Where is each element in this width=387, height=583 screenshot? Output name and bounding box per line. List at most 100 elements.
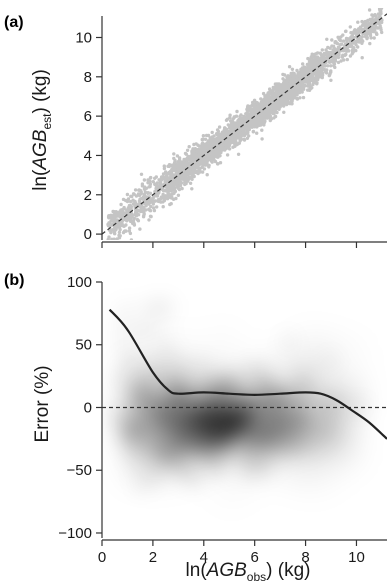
scatter-point bbox=[256, 107, 260, 112]
density-blob bbox=[144, 469, 161, 486]
density-blob bbox=[126, 391, 143, 408]
scatter-point bbox=[310, 73, 315, 78]
scatter-point bbox=[319, 59, 324, 63]
scatter-point bbox=[106, 243, 109, 246]
scatter-point bbox=[200, 170, 205, 174]
density-blob bbox=[297, 440, 325, 468]
scatter-point bbox=[131, 202, 136, 206]
density-blob bbox=[155, 351, 172, 368]
scatter-point bbox=[328, 59, 332, 63]
scatter-point bbox=[225, 127, 229, 132]
scatter-point bbox=[109, 230, 113, 235]
scatter-point bbox=[277, 82, 281, 86]
scatter-point bbox=[146, 178, 150, 182]
scatter-point bbox=[228, 116, 232, 120]
scatter-point bbox=[231, 121, 235, 125]
scatter-point bbox=[368, 33, 373, 38]
scatter-point bbox=[377, 16, 381, 20]
density-blob bbox=[255, 396, 268, 409]
scatter-point bbox=[311, 53, 316, 57]
scatter-point bbox=[324, 57, 328, 61]
scatter-point bbox=[139, 191, 143, 196]
scatter-point bbox=[292, 89, 297, 93]
scatter-point bbox=[338, 38, 343, 43]
scatter-point bbox=[376, 20, 381, 25]
scatter-point bbox=[131, 219, 136, 223]
density-blob bbox=[290, 371, 307, 388]
scatter-point bbox=[345, 49, 349, 53]
density-blob bbox=[128, 303, 138, 313]
scatter-point bbox=[379, 26, 383, 30]
scatter-point bbox=[113, 226, 117, 231]
scatter-point bbox=[165, 180, 170, 184]
scatter-point bbox=[265, 103, 269, 108]
density-blob bbox=[156, 423, 169, 436]
scatter-point bbox=[143, 200, 147, 204]
scatter-point bbox=[158, 183, 162, 188]
scatter-point bbox=[190, 187, 194, 191]
scatter-point bbox=[295, 68, 299, 73]
scatter-point bbox=[266, 113, 270, 117]
scatter-point bbox=[187, 145, 191, 149]
scatter-point bbox=[110, 228, 114, 232]
scatter-point bbox=[290, 67, 295, 72]
x-tick-label-b: 10 bbox=[348, 549, 365, 566]
scatter-point bbox=[112, 210, 116, 214]
scatter-point bbox=[263, 94, 267, 98]
scatter-point bbox=[270, 105, 274, 109]
scatter-point bbox=[303, 83, 307, 88]
density-blob bbox=[328, 409, 356, 437]
scatter-point bbox=[111, 215, 116, 220]
scatter-point bbox=[274, 87, 279, 91]
scatter-point bbox=[301, 62, 305, 66]
scatter-point bbox=[187, 166, 191, 170]
scatter-point bbox=[175, 184, 180, 188]
scatter-point bbox=[355, 32, 359, 36]
density-blob bbox=[335, 341, 363, 369]
scatter-point bbox=[106, 237, 110, 240]
y-tick-label-b: 0 bbox=[84, 399, 92, 416]
scatter-point bbox=[298, 74, 302, 79]
density-blob bbox=[293, 436, 310, 453]
y-tick-label-a: 8 bbox=[84, 69, 92, 86]
y-tick-label-a: 4 bbox=[84, 147, 92, 164]
scatter-point bbox=[339, 59, 343, 63]
panel-b: 100 50 0 −50 −100 0 2 4 6 8 10 (b) Error (%) ln(AG… bbox=[4, 272, 387, 583]
scatter-point bbox=[152, 206, 156, 210]
scatter-point bbox=[213, 159, 218, 164]
scatter-point bbox=[365, 36, 369, 41]
scatter-point bbox=[128, 199, 133, 204]
scatter-point bbox=[300, 83, 304, 88]
scatter-point bbox=[165, 173, 169, 177]
scatter-point bbox=[361, 20, 365, 25]
scatter-point bbox=[320, 48, 324, 52]
x-tick-label-b: 0 bbox=[98, 549, 106, 566]
ylabel-a-sub: est bbox=[40, 113, 54, 130]
scatter-point bbox=[250, 107, 254, 112]
scatter-point bbox=[147, 181, 152, 185]
density-blob bbox=[229, 411, 257, 439]
scatter-point bbox=[259, 100, 263, 104]
scatter-point bbox=[225, 117, 230, 122]
scatter-point bbox=[177, 156, 182, 160]
scatter-point bbox=[219, 143, 223, 147]
scatter-point bbox=[350, 34, 354, 38]
scatter-point bbox=[297, 71, 301, 76]
scatter-point bbox=[343, 29, 348, 34]
scatter-point bbox=[380, 30, 384, 35]
scatter-point bbox=[188, 181, 193, 185]
scatter-point bbox=[137, 188, 141, 192]
density-blob bbox=[269, 378, 286, 395]
scatter-point bbox=[176, 193, 181, 197]
scatter-point bbox=[322, 67, 327, 72]
density-blob bbox=[292, 367, 320, 395]
scatter-point bbox=[174, 196, 178, 201]
scatter-point bbox=[212, 134, 216, 138]
scatter-point bbox=[233, 141, 238, 145]
scatter-point bbox=[118, 215, 122, 219]
scatter-point bbox=[197, 168, 201, 173]
density-blob bbox=[183, 472, 200, 489]
scatter-point bbox=[287, 65, 292, 69]
density-blob bbox=[224, 400, 237, 413]
scatter-point bbox=[265, 95, 270, 100]
